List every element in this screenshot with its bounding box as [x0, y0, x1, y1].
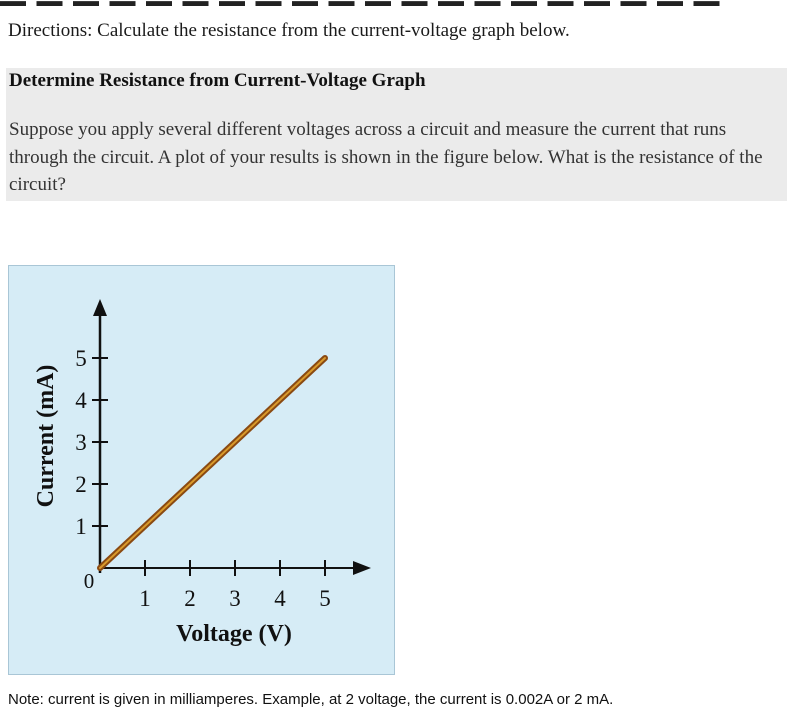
x-tick-label-3: 3 — [229, 586, 241, 611]
y-axis-arrow — [93, 299, 107, 316]
series-line — [99, 357, 326, 569]
directions-text: Directions: Calculate the resistance fro… — [8, 20, 570, 41]
y-tick-label-2: 2 — [75, 472, 87, 497]
problem-panel: Determine Resistance from Current-Voltag… — [6, 68, 787, 201]
y-axis-label: Current (mA) — [33, 365, 59, 508]
cropped-heading-fragment: ▬ ▬ ▬ ▬ ▬ ▬ ▬ ▬ ▬ ▬ ▬ ▬ ▬ ▬ ▬ ▬ ▬ ▬ ▬ ▬ — [0, 0, 791, 6]
x-axis-arrow — [353, 561, 371, 575]
note-text: Note: current is given in milliamperes. … — [8, 691, 614, 708]
y-tick-label-4: 4 — [75, 388, 87, 413]
x-tick-label-5: 5 — [319, 586, 331, 611]
origin-label: 0 — [84, 569, 95, 593]
iv-chart: 1 2 3 4 5 1 2 3 4 5 0 Voltage (V) Current (mA) — [33, 299, 371, 647]
y-tick-label-1: 1 — [75, 514, 87, 539]
x-tick-label-2: 2 — [184, 586, 196, 611]
x-tick-label-1: 1 — [139, 586, 151, 611]
y-tick-label-5: 5 — [75, 346, 87, 371]
panel-title: Determine Resistance from Current-Voltag… — [9, 70, 426, 91]
iv-graph-figure: 1 2 3 4 5 1 2 3 4 5 0 Voltage (V) Current (mA) — [8, 265, 395, 675]
y-tick-label-3: 3 — [75, 430, 87, 455]
panel-body: Suppose you apply several different volt… — [9, 119, 763, 195]
x-tick-label-4: 4 — [274, 586, 286, 611]
x-axis-label: Voltage (V) — [176, 621, 292, 647]
